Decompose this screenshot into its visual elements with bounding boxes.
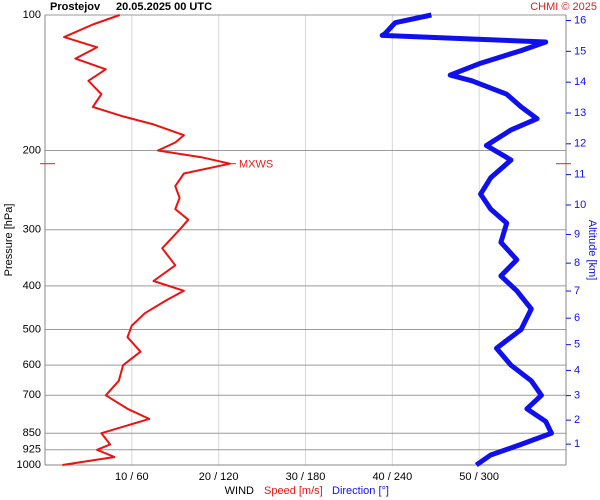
y-tick-label: 700 xyxy=(23,389,41,401)
mxws-label: MXWS xyxy=(239,159,273,171)
y2-tick-label: 10 xyxy=(574,199,586,211)
y2-tick-label: 12 xyxy=(574,138,586,150)
y-tick-label: 600 xyxy=(23,359,41,371)
y2-tick-label: 1 xyxy=(574,438,580,450)
y2-tick-label: 5 xyxy=(574,339,580,351)
y-tick-label: 1000 xyxy=(17,459,41,471)
x-tick-label: 30 / 180 xyxy=(286,471,326,483)
y-tick-label: 300 xyxy=(23,224,41,236)
y2-axis-label: Altitude [km] xyxy=(586,220,598,281)
y-tick-label: 925 xyxy=(23,444,41,456)
y-tick-label: 400 xyxy=(23,280,41,292)
y2-tick-label: 16 xyxy=(574,14,586,26)
y2-tick-label: 11 xyxy=(574,169,585,181)
x-tick-label: 10 / 60 xyxy=(115,471,149,483)
y2-tick-label: 7 xyxy=(574,285,580,297)
x-axis-label: WIND xyxy=(225,485,254,497)
y-tick-label: 850 xyxy=(23,427,41,439)
y2-tick-label: 6 xyxy=(574,312,580,324)
series-line xyxy=(62,14,231,466)
y-tick-label: 500 xyxy=(23,323,41,335)
chart-subtitle: 20.05.2025 00 UTC xyxy=(116,1,212,13)
y2-tick-label: 3 xyxy=(574,390,580,402)
y2-tick-label: 15 xyxy=(574,45,586,57)
x-tick-label: 40 / 240 xyxy=(372,471,412,483)
x-tick-label: 20 / 120 xyxy=(199,471,239,483)
y-tick-label: 200 xyxy=(23,144,41,156)
y2-tick-label: 9 xyxy=(574,228,580,240)
y-tick-label: 100 xyxy=(23,9,41,21)
y2-tick-label: 4 xyxy=(574,364,580,376)
x-tick-label: 50 / 300 xyxy=(459,471,499,483)
chart-title: Prostejov xyxy=(50,1,101,13)
y2-tick-label: 13 xyxy=(574,107,586,119)
y2-tick-label: 14 xyxy=(574,76,586,88)
credit: CHMI © 2025 xyxy=(530,1,597,13)
y2-tick-label: 8 xyxy=(574,257,580,269)
y2-tick-label: 2 xyxy=(574,414,580,426)
y-axis-label: Pressure [hPa] xyxy=(3,204,15,277)
legend-entry: Direction [°] xyxy=(332,485,389,497)
legend-entry: Speed [m/s] xyxy=(264,485,323,497)
series-line xyxy=(379,12,554,468)
